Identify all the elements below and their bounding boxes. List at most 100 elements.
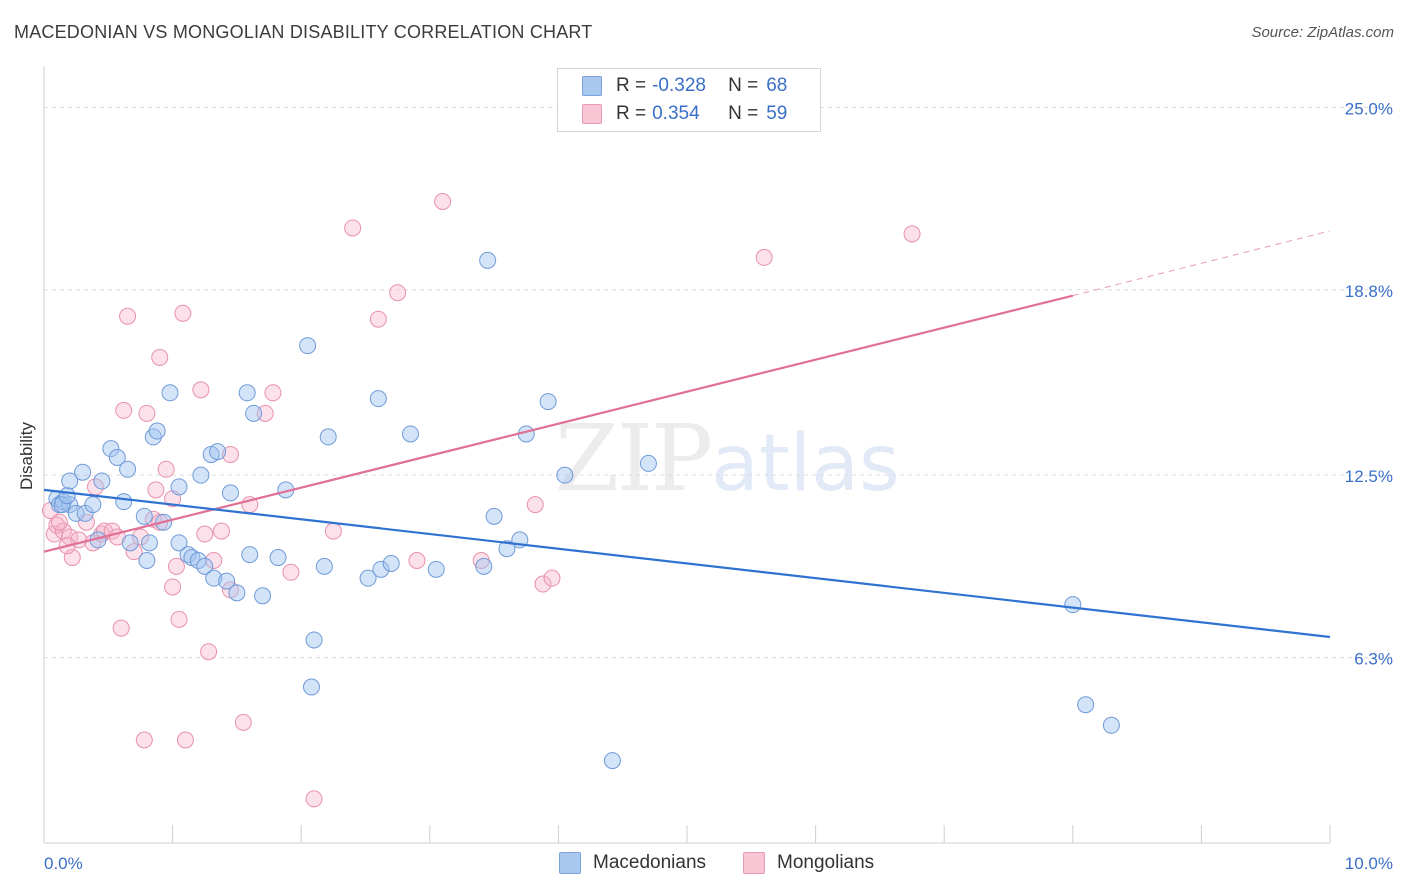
macedonian-point <box>299 337 317 355</box>
mongolian-point <box>369 310 387 328</box>
macedonian-point <box>221 484 239 502</box>
series-legend: Macedonians Mongolians <box>0 852 1406 878</box>
legend-row-mongolians: R = 0.354 N = 59 <box>582 101 787 127</box>
mongolian-point <box>256 404 274 422</box>
legend-swatch-blue <box>582 76 602 96</box>
mongolian-point <box>200 643 218 661</box>
macedonian-point <box>93 472 111 490</box>
mongolian-point <box>119 307 137 325</box>
mongolian-point <box>205 551 223 569</box>
macedonian-point <box>369 390 387 408</box>
y-axis-label: Disability <box>17 421 36 491</box>
legend-r-label: R = <box>616 75 647 96</box>
legend-r-value: 0.354 <box>652 103 700 124</box>
y-tick-label: 12.5% <box>1345 467 1393 486</box>
macedonian-point <box>228 584 246 602</box>
legend-n-value: 68 <box>766 75 788 96</box>
macedonian-point <box>61 472 79 490</box>
mongolian-point <box>131 528 149 546</box>
macedonian-point <box>305 631 323 649</box>
mongolian-point <box>167 557 185 575</box>
mongolian-point <box>50 513 68 531</box>
macedonian-point <box>209 443 227 461</box>
mongolian-point <box>543 569 561 587</box>
macedonian-point <box>382 554 400 572</box>
legend: R = -0.328 N = 68 R = 0.354 N = 59 <box>557 68 821 132</box>
legend-swatch-pink <box>582 104 602 124</box>
macedonian-point <box>115 493 133 511</box>
macedonian-point <box>84 496 102 514</box>
macedonian-point <box>161 384 179 402</box>
macedonian-trend-line <box>43 488 1331 639</box>
macedonian-point <box>427 560 445 578</box>
macedonian-point <box>192 466 210 484</box>
macedonian-point <box>102 440 120 458</box>
macedonian-point <box>121 534 139 552</box>
legend-r-value: -0.328 <box>652 75 706 96</box>
legend-r-label: R = <box>616 103 647 124</box>
macedonian-point <box>189 551 207 569</box>
macedonian-point <box>119 460 137 478</box>
legend-n-value: 59 <box>766 103 788 124</box>
x-tick-label: 0.0% <box>44 854 83 873</box>
mongolian-point <box>170 610 188 628</box>
macedonian-point <box>74 463 92 481</box>
macedonian-point <box>315 557 333 575</box>
mongolian-point <box>344 219 362 237</box>
macedonian-point <box>254 587 272 605</box>
macedonian-point <box>53 496 71 514</box>
macedonian-point <box>498 540 516 558</box>
macedonian-point <box>205 569 223 587</box>
macedonian-point <box>302 678 320 696</box>
series-swatch-pink <box>743 852 765 874</box>
macedonian-point <box>135 507 153 525</box>
watermark-atlas: atlas <box>711 419 900 509</box>
macedonian-point <box>241 546 259 564</box>
mongolian-point <box>434 192 452 210</box>
mongolian-point <box>174 304 192 322</box>
series-legend-macedonians: Macedonians <box>559 852 706 874</box>
mongolian-point <box>755 248 773 266</box>
source-label: Source: ZipAtlas.com <box>1251 24 1394 41</box>
legend-row-macedonians: R = -0.328 N = 68 <box>582 73 787 99</box>
mongolian-point <box>196 525 214 543</box>
mongolian-trend-extension <box>1072 230 1331 297</box>
watermark-zip: ZIP <box>555 405 713 512</box>
mongolian-point <box>112 619 130 637</box>
macedonian-point <box>402 425 420 443</box>
macedonian-point <box>58 487 76 505</box>
macedonian-point <box>475 557 493 575</box>
series-label: Macedonians <box>593 852 707 873</box>
mongolian-point <box>176 731 194 749</box>
mongolian-point <box>147 481 165 499</box>
macedonian-point <box>108 449 126 466</box>
x-tick-label: 10.0% <box>1345 854 1393 873</box>
macedonian-point <box>1064 596 1082 614</box>
mongolian-point <box>48 516 66 534</box>
y-tick-label: 18.8% <box>1345 282 1393 301</box>
macedonian-point <box>639 454 657 472</box>
watermark: ZIPatlas <box>555 405 900 512</box>
macedonian-point <box>556 466 574 484</box>
macedonian-point <box>485 507 503 525</box>
series-legend-mongolians: Mongolians <box>743 852 874 874</box>
mongolian-point <box>408 551 426 569</box>
mongolian-point <box>534 575 552 593</box>
mongolian-point <box>125 543 143 561</box>
mongolian-point <box>282 563 300 581</box>
mongolian-point <box>192 381 210 399</box>
macedonian-point <box>148 422 166 440</box>
mongolian-point <box>164 578 182 596</box>
macedonian-point <box>479 251 497 269</box>
macedonian-point <box>319 428 337 446</box>
macedonian-point <box>245 404 263 422</box>
y-tick-label: 25.0% <box>1345 99 1393 118</box>
mongolian-point <box>151 348 169 366</box>
mongolian-point <box>115 401 133 419</box>
mongolian-point <box>903 225 921 243</box>
mongolian-trend-line <box>43 294 1074 553</box>
macedonian-point <box>603 752 621 770</box>
macedonian-point <box>1077 696 1095 714</box>
mongolian-point <box>212 522 230 540</box>
